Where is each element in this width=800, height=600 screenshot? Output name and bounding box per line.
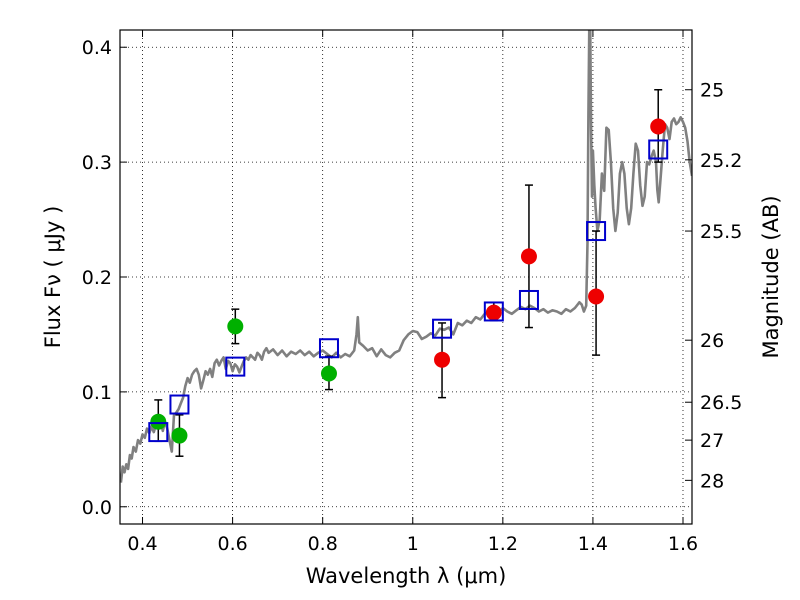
observed-point bbox=[485, 304, 502, 321]
y2-tick-label: 28 bbox=[700, 470, 724, 492]
y-tick-label: 0.1 bbox=[82, 382, 112, 404]
y-axis-title: Flux Fν ( μJy ) bbox=[41, 206, 65, 349]
x-axis-title: Wavelength λ (μm) bbox=[306, 564, 507, 588]
x-tick-label: 0.8 bbox=[308, 533, 338, 555]
sed-layer bbox=[120, 30, 692, 483]
x-tick-label: 1.4 bbox=[578, 533, 608, 555]
model-photometry-square bbox=[483, 301, 504, 322]
y2-axis-title: Magnitude (AB) bbox=[759, 195, 783, 358]
y2-tick-label: 26 bbox=[700, 330, 724, 352]
model-photometry-points bbox=[148, 139, 669, 443]
model-photometry-square bbox=[518, 289, 539, 310]
observed-point bbox=[171, 427, 188, 444]
model-photometry-square bbox=[586, 221, 607, 242]
plot-background bbox=[120, 30, 692, 524]
x-tick-label: 1 bbox=[407, 533, 419, 555]
y-tick-label: 0.0 bbox=[82, 497, 112, 519]
model-photometry-square bbox=[169, 394, 190, 415]
observed-point bbox=[650, 118, 667, 135]
x-tick-label: 0.4 bbox=[127, 533, 157, 555]
y2-tick-label: 25.5 bbox=[700, 221, 742, 243]
x-tick-label: 0.6 bbox=[217, 533, 247, 555]
sed-model-line bbox=[120, 30, 692, 483]
model-photometry-square bbox=[318, 338, 339, 359]
axis-ticks: 0.4 0.6 0.8 1 1.2 1.4 1.6 0.0 0.1 0.2 0.3 0.4 25 25.2… bbox=[82, 30, 742, 555]
observed-point bbox=[520, 248, 537, 265]
x-tick-label: 1.2 bbox=[488, 533, 518, 555]
model-photometry-square bbox=[225, 356, 246, 377]
x-tick-label: 1.6 bbox=[668, 533, 698, 555]
model-photometry-square bbox=[432, 318, 453, 339]
y2-tick-label: 25 bbox=[700, 80, 724, 102]
y2-tick-label: 27 bbox=[700, 430, 724, 452]
y2-tick-label: 25.2 bbox=[700, 150, 742, 172]
model-photometry-square bbox=[148, 422, 169, 443]
model-photometry-square bbox=[648, 139, 669, 160]
plot-area bbox=[120, 30, 692, 483]
observed-point bbox=[320, 365, 337, 382]
y2-tick-label: 26.5 bbox=[700, 392, 742, 414]
y-tick-label: 0.2 bbox=[82, 267, 112, 289]
observed-point bbox=[150, 413, 167, 430]
observed-point bbox=[434, 351, 451, 368]
observed-point bbox=[588, 288, 605, 305]
y-tick-label: 0.4 bbox=[82, 37, 112, 59]
y-tick-label: 0.3 bbox=[82, 152, 112, 174]
observed-points bbox=[150, 118, 667, 444]
observed-point bbox=[227, 318, 244, 335]
